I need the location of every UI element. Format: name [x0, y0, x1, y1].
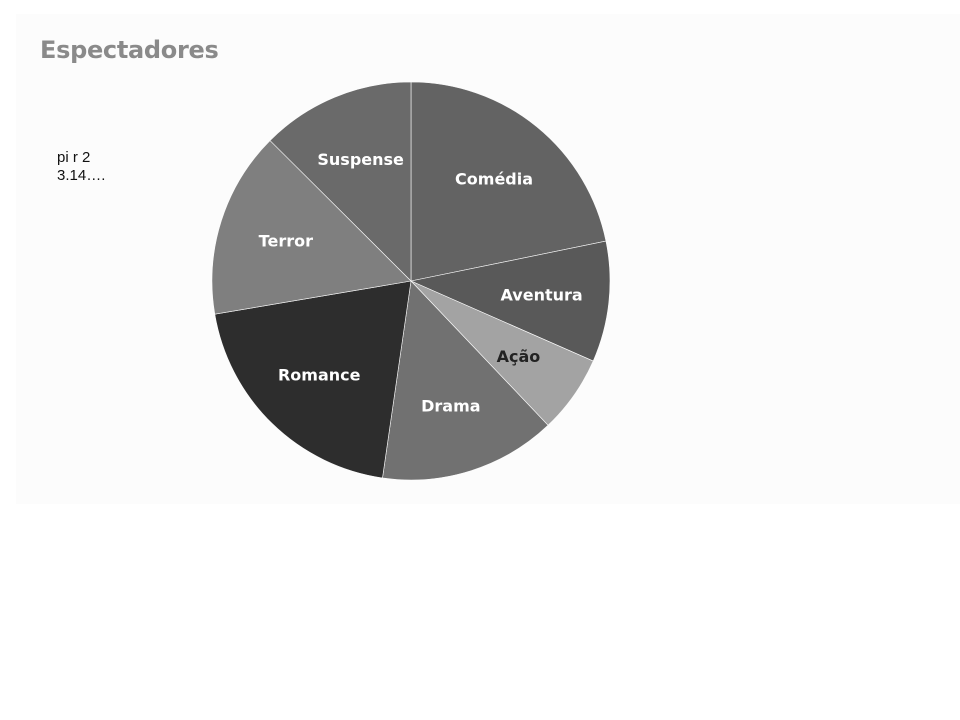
- chart-title: Espectadores: [40, 36, 219, 64]
- pi-note: pi r 2 3.14….: [57, 149, 105, 185]
- pie-label-aventura: Aventura: [500, 285, 582, 304]
- pie-slice-romance: [214, 280, 412, 479]
- pie-label-suspense: Suspense: [317, 150, 404, 169]
- pie-slice-comédia: [410, 81, 607, 282]
- pie-label-terror: Terror: [259, 232, 313, 251]
- pie-slice-drama: [382, 280, 549, 481]
- pie-slice-suspense: [269, 81, 412, 282]
- pi-note-line-1: pi r 2: [57, 149, 91, 166]
- pie-label-romance: Romance: [278, 365, 361, 384]
- pi-note-line-2: 3.14….: [57, 167, 106, 184]
- pie-label-comédia: Comédia: [455, 170, 533, 189]
- pie-label-drama: Drama: [421, 397, 480, 416]
- pie-slice-aventura: [410, 240, 611, 362]
- pie-slice-terror: [211, 140, 412, 315]
- pie-label-ação: Ação: [497, 347, 541, 366]
